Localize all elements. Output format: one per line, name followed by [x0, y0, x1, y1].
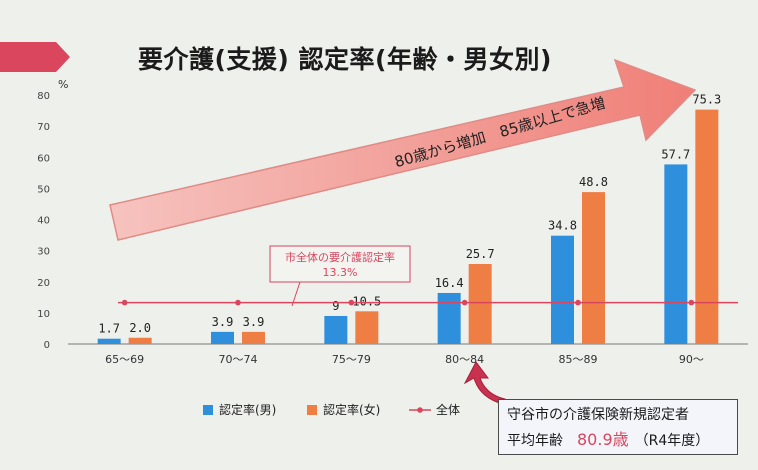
male-bar [551, 235, 574, 344]
male-value-label: 34.8 [548, 219, 577, 233]
male-bar [664, 164, 688, 344]
female-bar [582, 192, 605, 344]
x-tick-label: 70～74 [219, 353, 258, 366]
female-value-label: 2.0 [129, 321, 151, 335]
female-value-label: 10.5 [352, 294, 381, 308]
y-tick-label: 20 [37, 278, 50, 289]
male-bar [324, 315, 348, 344]
male-bar [97, 338, 121, 344]
legend-overall-point [417, 407, 423, 413]
x-tick-label: 80～84 [445, 353, 484, 366]
trend-arrow [109, 58, 697, 241]
y-tick-label: 10 [37, 309, 50, 320]
male-value-label: 57.7 [661, 147, 690, 161]
overall-point [575, 299, 581, 306]
overall-callout-box [269, 245, 411, 283]
info-box-label: 平均年齢 [507, 433, 563, 449]
overall-callout-leader [291, 281, 301, 307]
y-tick-label: 40 [37, 216, 50, 227]
female-value-label: 75.3 [692, 93, 721, 107]
female-bar [128, 337, 152, 344]
legend-overall-label: 全体 [436, 402, 460, 417]
legend-male-label: 認定率(男) [219, 402, 276, 417]
female-bar [242, 331, 265, 344]
male-bar [437, 292, 461, 344]
x-tick-label: 85～89 [559, 353, 598, 366]
corner-tag [0, 42, 70, 72]
x-tick-label: 75～79 [332, 353, 371, 366]
female-value-label: 48.8 [579, 175, 608, 189]
y-tick-label: 80 [37, 91, 50, 102]
overall-callout-value: 13.3% [323, 266, 358, 279]
female-value-label: 3.9 [243, 315, 265, 329]
male-bar [211, 331, 234, 344]
y-tick-label: 0 [44, 340, 50, 351]
overall-callout-label: 市全体の要介護認定率 [285, 250, 395, 264]
x-tick-label: 65～69 [105, 353, 144, 366]
y-tick-label: 30 [37, 247, 50, 258]
legend-male-swatch [203, 405, 213, 415]
male-value-label: 3.9 [212, 315, 234, 329]
y-tick-label: 60 [37, 153, 50, 164]
overall-point [461, 299, 468, 306]
info-box-age: 80.9歳 [577, 430, 629, 449]
info-box-line2: 平均年齢 80.9歳 （R4年度） [507, 426, 729, 450]
x-tick-label: 90～ [679, 353, 704, 366]
y-tick-label: 50 [37, 184, 50, 195]
male-value-label: 1.7 [98, 322, 120, 336]
info-box-note: （R4年度） [634, 433, 710, 449]
male-value-label: 16.4 [435, 276, 464, 290]
female-bar [355, 311, 379, 344]
info-arrow [463, 361, 506, 406]
legend-female-swatch [307, 405, 317, 415]
overall-point [688, 299, 695, 306]
overall-point [348, 299, 355, 306]
male-value-label: 9 [332, 299, 339, 313]
overall-point [121, 299, 128, 306]
legend-female-label: 認定率(女) [323, 402, 380, 417]
info-box-line1: 守谷市の介護保険新規認定者 [507, 407, 689, 423]
female-value-label: 25.7 [466, 247, 495, 261]
info-box: 守谷市の介護保険新規認定者 平均年齢 80.9歳 （R4年度） [498, 399, 738, 455]
y-axis-unit: % [58, 78, 68, 91]
overall-point [235, 299, 241, 306]
female-bar [468, 264, 492, 344]
y-tick-label: 70 [37, 122, 50, 133]
chart-title: 要介護(支援) 認定率(年齢・男女別) [138, 45, 552, 74]
female-bar [695, 109, 719, 344]
